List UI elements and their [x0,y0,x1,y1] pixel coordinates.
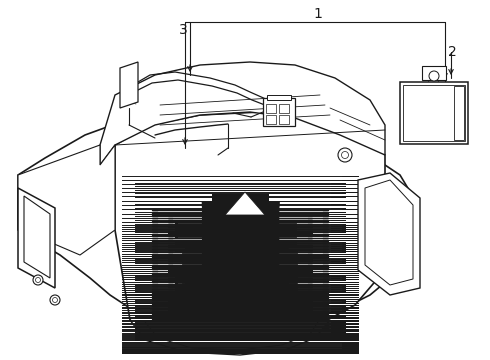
Bar [279,104,289,113]
Polygon shape [365,180,413,285]
Circle shape [52,297,57,302]
Bar [279,115,289,124]
Circle shape [33,275,43,285]
Text: 1: 1 [314,7,322,21]
Bar [403,85,465,141]
Circle shape [342,152,348,158]
Text: 3: 3 [179,23,187,37]
Bar [266,104,276,113]
Polygon shape [100,62,385,165]
Polygon shape [100,112,385,348]
Polygon shape [225,192,265,215]
Polygon shape [24,196,50,278]
Polygon shape [120,62,138,108]
Bar [400,82,468,144]
Polygon shape [18,145,115,255]
Circle shape [35,278,41,283]
Polygon shape [145,322,318,350]
Circle shape [338,148,352,162]
Polygon shape [18,188,55,288]
Bar [266,115,276,124]
Bar [454,86,464,140]
Text: 2: 2 [448,45,457,59]
Bar [267,95,291,100]
Bar [422,66,446,80]
Polygon shape [130,320,330,355]
Polygon shape [358,173,420,295]
Circle shape [50,295,60,305]
Circle shape [429,71,439,81]
Bar [263,98,295,126]
Polygon shape [18,108,415,335]
